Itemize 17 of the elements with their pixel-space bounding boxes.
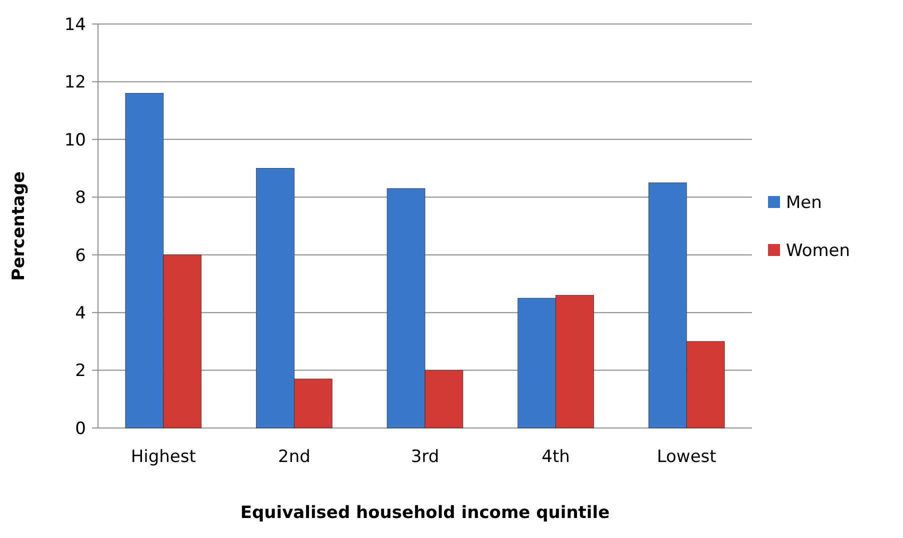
y-tick-label: 12 bbox=[64, 72, 86, 93]
y-tick-label: 0 bbox=[75, 418, 86, 439]
y-tick-label: 10 bbox=[64, 130, 86, 150]
x-tick-label: 3rd bbox=[410, 446, 440, 467]
x-tick-label: 2nd bbox=[278, 446, 310, 467]
x-axis-title: Equivalised household income quintile bbox=[240, 503, 610, 523]
x-tick-label: Lowest bbox=[656, 446, 717, 467]
x-tick-label: Highest bbox=[130, 446, 196, 467]
y-tick-label: 4 bbox=[75, 304, 86, 324]
y-tick-label: 14 bbox=[64, 14, 86, 35]
legend-label: Men bbox=[786, 192, 822, 213]
x-tick-label: 4th bbox=[542, 446, 570, 467]
y-tick-label: 6 bbox=[75, 246, 86, 266]
legend-label: Women bbox=[786, 240, 850, 261]
y-tick-label: 2 bbox=[75, 361, 86, 382]
y-tick-label: 8 bbox=[75, 188, 86, 208]
y-axis-title: Percentage bbox=[9, 171, 29, 281]
